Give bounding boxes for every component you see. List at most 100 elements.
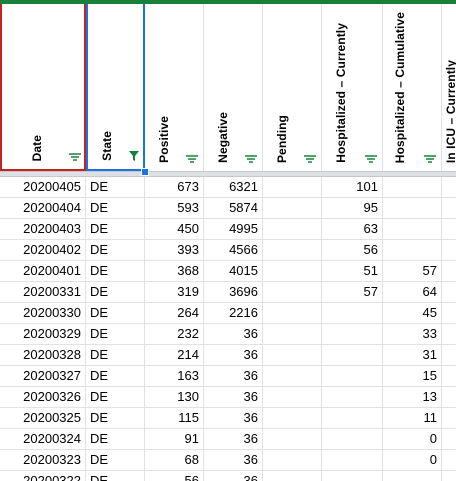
cell-negative[interactable]: 4995 [204, 219, 263, 240]
filter-active-icon[interactable] [128, 150, 140, 162]
cell-date[interactable]: 20200324 [0, 429, 86, 450]
cell-positive[interactable]: 163 [145, 366, 204, 387]
cell-negative[interactable]: 5874 [204, 198, 263, 219]
cell-icu-currently[interactable] [442, 429, 456, 450]
cell-hospitalized-cumulative[interactable]: 45 [383, 303, 442, 324]
cell-pending[interactable] [263, 261, 322, 282]
cell-state[interactable]: DE [86, 303, 145, 324]
cell-state[interactable]: DE [86, 282, 145, 303]
cell-positive[interactable]: 368 [145, 261, 204, 282]
cell-negative[interactable]: 36 [204, 366, 263, 387]
cell-date[interactable]: 20200325 [0, 408, 86, 429]
cell-pending[interactable] [263, 450, 322, 471]
cell-hospitalized-currently[interactable] [322, 345, 383, 366]
cell-positive[interactable]: 214 [145, 345, 204, 366]
cell-negative[interactable]: 36 [204, 324, 263, 345]
filter-icon[interactable] [303, 154, 317, 164]
cell-pending[interactable] [263, 240, 322, 261]
filter-icon[interactable] [364, 154, 378, 164]
cell-date[interactable]: 20200401 [0, 261, 86, 282]
cell-pending[interactable] [263, 408, 322, 429]
filter-icon[interactable] [244, 154, 258, 164]
cell-date[interactable]: 20200323 [0, 450, 86, 471]
cell-negative[interactable]: 36 [204, 429, 263, 450]
cell-state[interactable]: DE [86, 450, 145, 471]
cell-pending[interactable] [263, 198, 322, 219]
header-date[interactable]: Date [0, 4, 86, 171]
cell-hospitalized-cumulative[interactable] [383, 177, 442, 198]
cell-pending[interactable] [263, 219, 322, 240]
cell-positive[interactable]: 673 [145, 177, 204, 198]
cell-negative[interactable]: 6321 [204, 177, 263, 198]
cell-positive[interactable]: 115 [145, 408, 204, 429]
cell-negative[interactable]: 36 [204, 471, 263, 481]
cell-date[interactable]: 20200403 [0, 219, 86, 240]
frozen-row-divider[interactable] [0, 171, 456, 177]
cell-negative[interactable]: 36 [204, 345, 263, 366]
cell-icu-currently[interactable] [442, 345, 456, 366]
cell-hospitalized-cumulative[interactable]: 57 [383, 261, 442, 282]
cell-date[interactable]: 20200329 [0, 324, 86, 345]
cell-date[interactable]: 20200326 [0, 387, 86, 408]
cell-pending[interactable] [263, 366, 322, 387]
cell-hospitalized-currently[interactable] [322, 387, 383, 408]
header-state[interactable]: State [86, 4, 145, 171]
cell-pending[interactable] [263, 324, 322, 345]
cell-hospitalized-currently[interactable] [322, 303, 383, 324]
cell-pending[interactable] [263, 177, 322, 198]
cell-state[interactable]: DE [86, 366, 145, 387]
selection-handle[interactable] [141, 168, 149, 176]
cell-hospitalized-cumulative[interactable] [383, 471, 442, 481]
cell-date[interactable]: 20200402 [0, 240, 86, 261]
cell-icu-currently[interactable] [442, 408, 456, 429]
cell-hospitalized-currently[interactable]: 57 [322, 282, 383, 303]
cell-state[interactable]: DE [86, 345, 145, 366]
cell-state[interactable]: DE [86, 324, 145, 345]
cell-positive[interactable]: 130 [145, 387, 204, 408]
cell-date[interactable]: 20200330 [0, 303, 86, 324]
cell-hospitalized-cumulative[interactable]: 11 [383, 408, 442, 429]
header-hospitalized-cumulative[interactable]: Hospitalized – Cumulative [383, 4, 442, 171]
cell-hospitalized-currently[interactable] [322, 450, 383, 471]
cell-hospitalized-currently[interactable]: 101 [322, 177, 383, 198]
cell-positive[interactable]: 91 [145, 429, 204, 450]
cell-state[interactable]: DE [86, 177, 145, 198]
cell-negative[interactable]: 36 [204, 408, 263, 429]
cell-icu-currently[interactable] [442, 219, 456, 240]
header-negative[interactable]: Negative [204, 4, 263, 171]
cell-positive[interactable]: 319 [145, 282, 204, 303]
cell-negative[interactable]: 4015 [204, 261, 263, 282]
cell-hospitalized-cumulative[interactable]: 31 [383, 345, 442, 366]
filter-icon[interactable] [423, 154, 437, 164]
cell-icu-currently[interactable] [442, 450, 456, 471]
cell-state[interactable]: DE [86, 261, 145, 282]
cell-positive[interactable]: 393 [145, 240, 204, 261]
cell-negative[interactable]: 3696 [204, 282, 263, 303]
cell-date[interactable]: 20200404 [0, 198, 86, 219]
cell-date[interactable]: 20200327 [0, 366, 86, 387]
cell-icu-currently[interactable] [442, 198, 456, 219]
cell-hospitalized-cumulative[interactable] [383, 240, 442, 261]
cell-icu-currently[interactable] [442, 387, 456, 408]
cell-positive[interactable]: 232 [145, 324, 204, 345]
cell-negative[interactable]: 4566 [204, 240, 263, 261]
cell-state[interactable]: DE [86, 240, 145, 261]
header-pending[interactable]: Pending [263, 4, 322, 171]
cell-hospitalized-currently[interactable]: 95 [322, 198, 383, 219]
cell-state[interactable]: DE [86, 387, 145, 408]
cell-icu-currently[interactable] [442, 261, 456, 282]
cell-hospitalized-cumulative[interactable]: 0 [383, 450, 442, 471]
cell-pending[interactable] [263, 303, 322, 324]
cell-positive[interactable]: 56 [145, 471, 204, 481]
cell-pending[interactable] [263, 429, 322, 450]
cell-pending[interactable] [263, 387, 322, 408]
filter-icon[interactable] [185, 154, 199, 164]
cell-hospitalized-currently[interactable]: 56 [322, 240, 383, 261]
cell-positive[interactable]: 68 [145, 450, 204, 471]
cell-date[interactable]: 20200328 [0, 345, 86, 366]
cell-positive[interactable]: 593 [145, 198, 204, 219]
cell-state[interactable]: DE [86, 471, 145, 481]
cell-hospitalized-currently[interactable] [322, 471, 383, 481]
cell-state[interactable]: DE [86, 429, 145, 450]
cell-positive[interactable]: 264 [145, 303, 204, 324]
